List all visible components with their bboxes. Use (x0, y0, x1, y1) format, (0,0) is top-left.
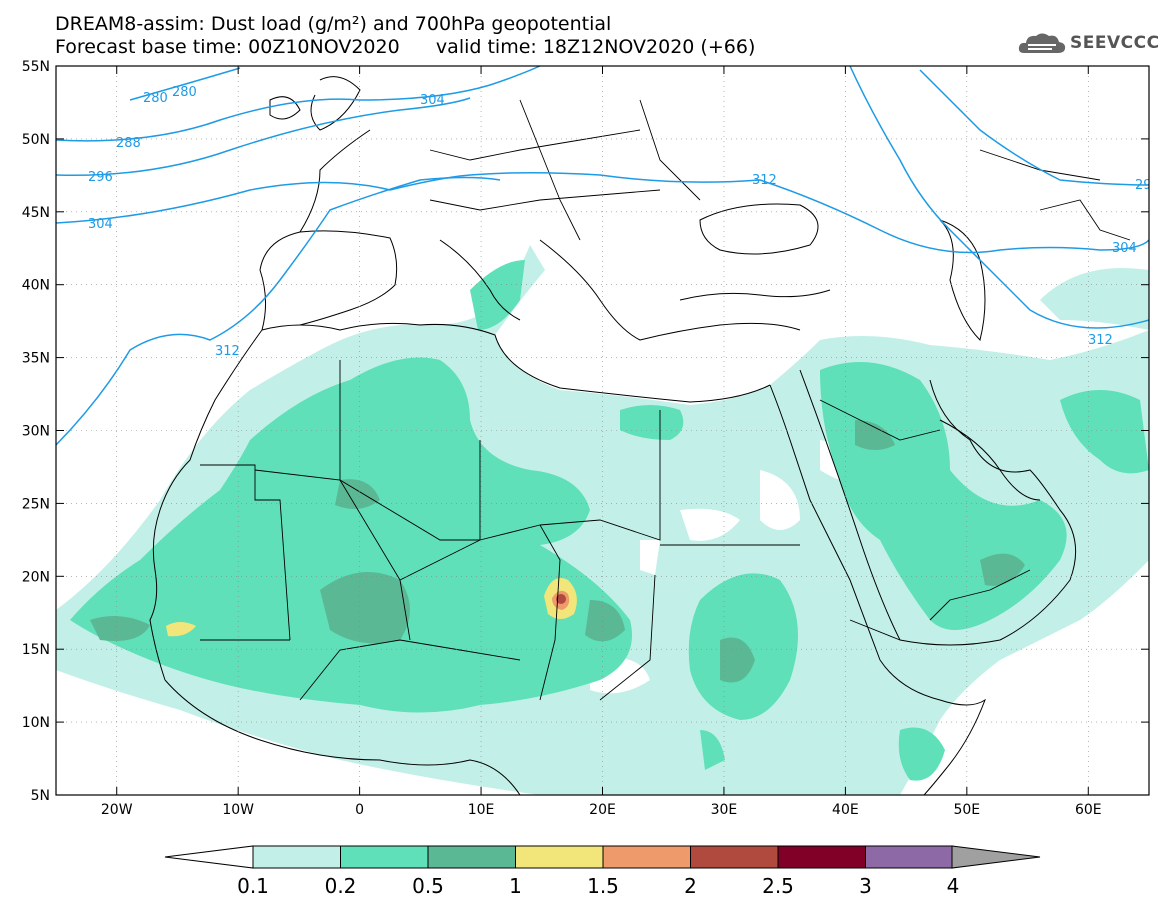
contour-label: 280 (143, 91, 168, 106)
cloud-icon (1018, 33, 1066, 53)
dust-level-0.5 (90, 420, 1025, 683)
dust-level-2 (556, 594, 566, 604)
colorbar-label: 3 (859, 874, 872, 898)
map-title: DREAM8-assim: Dust load (g/m²) and 700hP… (55, 13, 612, 35)
lon-label: 50E (953, 802, 980, 818)
colorbar-label: 2.5 (762, 874, 794, 898)
lat-label: 5N (31, 788, 50, 804)
contour-labels: 280 280 288 296 304 304 312 312 312 304 … (88, 85, 1152, 359)
map-content: 280 280 288 296 304 304 312 312 312 304 … (56, 66, 1152, 795)
lon-label: 30E (711, 802, 738, 818)
lat-label: 50N (22, 132, 50, 148)
coastlines (149, 76, 1077, 795)
colorbar-label: 0.2 (325, 874, 357, 898)
lat-label: 40N (22, 278, 50, 294)
latitude-axis: 55N 50N 45N 40N 35N 30N 25N 20N 15N 10N 5N (22, 59, 1149, 804)
contour-label: 312 (1088, 333, 1113, 348)
country-borders (200, 99, 1131, 701)
contour-label: 29 (1135, 178, 1152, 193)
lat-label: 20N (22, 569, 50, 585)
lat-label: 10N (22, 715, 50, 731)
colorbar-high-arrow (951, 845, 1041, 869)
colorbar-label: 4 (947, 874, 960, 898)
lon-label: 60E (1075, 802, 1102, 818)
contour-label: 288 (116, 136, 141, 151)
lon-label: 0 (355, 802, 364, 818)
seevccc-logo: SEEVCCC (1018, 30, 1160, 56)
contour-label: 312 (215, 344, 240, 359)
colorbar-swatch (865, 845, 954, 869)
colorbar-swatch (777, 845, 866, 869)
colorbar-label: 0.1 (237, 874, 269, 898)
lat-label: 35N (22, 351, 50, 367)
contour-label: 304 (1112, 241, 1137, 256)
colorbar-low-arrow (164, 845, 254, 869)
colorbar-label: 1.5 (587, 874, 619, 898)
colorbar-label: 2 (684, 874, 697, 898)
colorbar-label: 1 (509, 874, 522, 898)
colorbar-swatch (340, 845, 429, 869)
logo-text: SEEVCCC (1070, 33, 1160, 53)
contour-label: 312 (752, 173, 777, 188)
colorbar-label: 0.5 (412, 874, 444, 898)
lat-label: 55N (22, 59, 50, 75)
lon-label: 20E (589, 802, 616, 818)
lon-label: 20W (101, 802, 133, 818)
contour-label: 296 (88, 170, 113, 185)
colorbar: 0.1 0.2 0.5 1 1.5 2 2.5 3 4 (164, 845, 1041, 898)
contour-label: 304 (420, 93, 445, 108)
contour-label: 280 (172, 85, 197, 100)
lon-label: 10W (222, 802, 254, 818)
lat-label: 15N (22, 642, 50, 658)
graticule (56, 66, 1149, 795)
colorbar-swatch (690, 845, 779, 869)
longitude-axis: 20W 10W 0 10E 20E 30E 40E 50E 60E (101, 66, 1102, 818)
lat-label: 30N (22, 424, 50, 440)
colorbar-swatch (602, 845, 691, 869)
contour-label: 304 (88, 217, 113, 232)
colorbar-swatch (252, 845, 341, 869)
lat-label: 45N (22, 205, 50, 221)
colorbar-swatch (515, 845, 604, 869)
colorbar-swatch (427, 845, 516, 869)
lon-label: 40E (832, 802, 859, 818)
forecast-times: Forecast base time: 00Z10NOV2020 valid t… (55, 36, 756, 58)
lat-label: 25N (22, 496, 50, 512)
geopotential-contours (56, 66, 1149, 446)
lon-label: 10E (468, 802, 495, 818)
